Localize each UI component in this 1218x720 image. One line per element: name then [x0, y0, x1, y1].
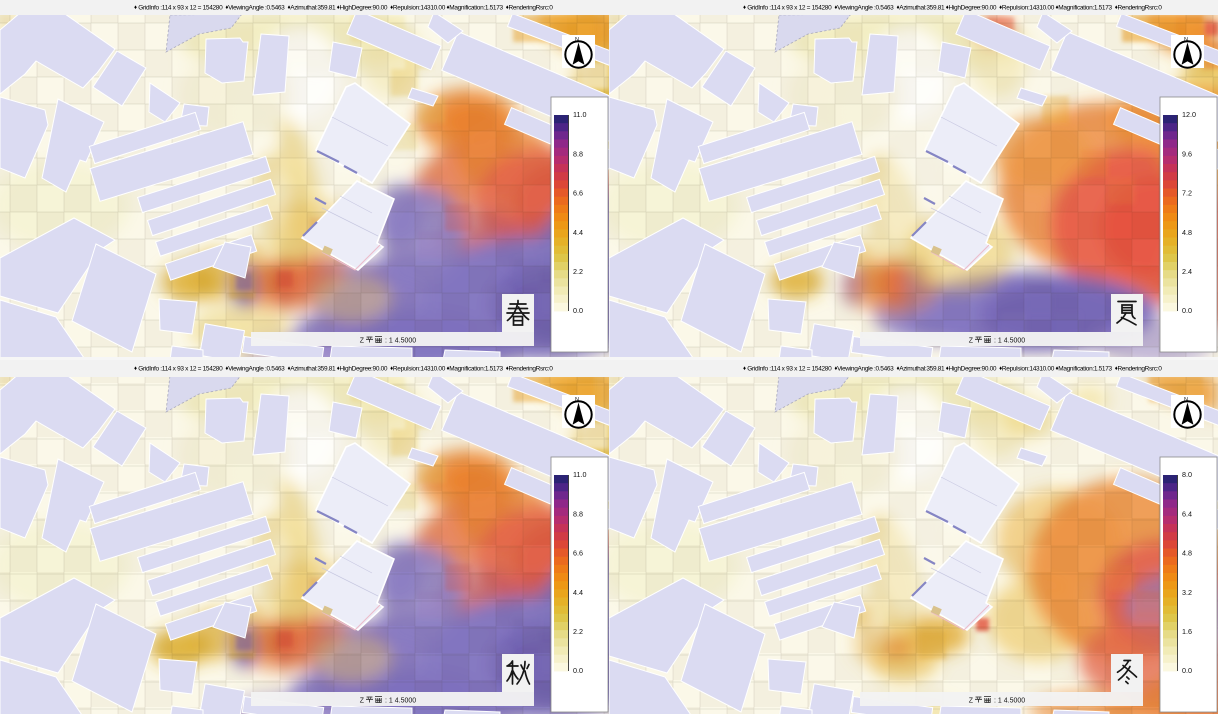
svg-text:6.4: 6.4	[1182, 509, 1192, 518]
svg-text:8.8: 8.8	[573, 509, 583, 518]
svg-text:8.8: 8.8	[573, 149, 583, 158]
svg-text:11.0: 11.0	[573, 470, 586, 479]
svg-text:4.8: 4.8	[1182, 228, 1192, 237]
svg-text:Z: Z	[969, 698, 974, 705]
svg-text:N: N	[575, 397, 579, 403]
svg-text:: 1 4.5000: : 1 4.5000	[994, 338, 1025, 345]
svg-text:2.4: 2.4	[1182, 267, 1192, 276]
svg-text:N: N	[575, 37, 579, 43]
svg-text:0.0: 0.0	[1182, 666, 1192, 675]
svg-text:0.0: 0.0	[1182, 306, 1192, 315]
svg-text:7.2: 7.2	[1182, 189, 1192, 198]
svg-text:8.0: 8.0	[1182, 470, 1192, 479]
svg-text:1.6: 1.6	[1182, 627, 1192, 636]
svg-text:3.2: 3.2	[1182, 588, 1192, 597]
svg-text:2.2: 2.2	[573, 627, 583, 636]
svg-text:: 1 4.5000: : 1 4.5000	[994, 698, 1025, 705]
svg-text:: 1 4.5000: : 1 4.5000	[385, 698, 416, 705]
svg-text:N: N	[1184, 397, 1188, 403]
svg-text:4.4: 4.4	[573, 228, 583, 237]
svg-text:0.0: 0.0	[573, 666, 583, 675]
svg-text:N: N	[1184, 37, 1188, 43]
svg-text:0.0: 0.0	[573, 306, 583, 315]
svg-text:4.8: 4.8	[1182, 549, 1192, 558]
svg-text:2.2: 2.2	[573, 267, 583, 276]
svg-text:9.6: 9.6	[1182, 149, 1192, 158]
svg-text:6.6: 6.6	[573, 189, 583, 198]
svg-text:12.0: 12.0	[1182, 110, 1196, 119]
svg-text:Z: Z	[360, 698, 365, 705]
svg-text:4.4: 4.4	[573, 588, 583, 597]
svg-text:Z: Z	[969, 338, 974, 345]
svg-text:Z: Z	[360, 338, 365, 345]
svg-text:6.6: 6.6	[573, 549, 583, 558]
svg-text:: 1 4.5000: : 1 4.5000	[385, 338, 416, 345]
svg-text:11.0: 11.0	[573, 110, 586, 119]
